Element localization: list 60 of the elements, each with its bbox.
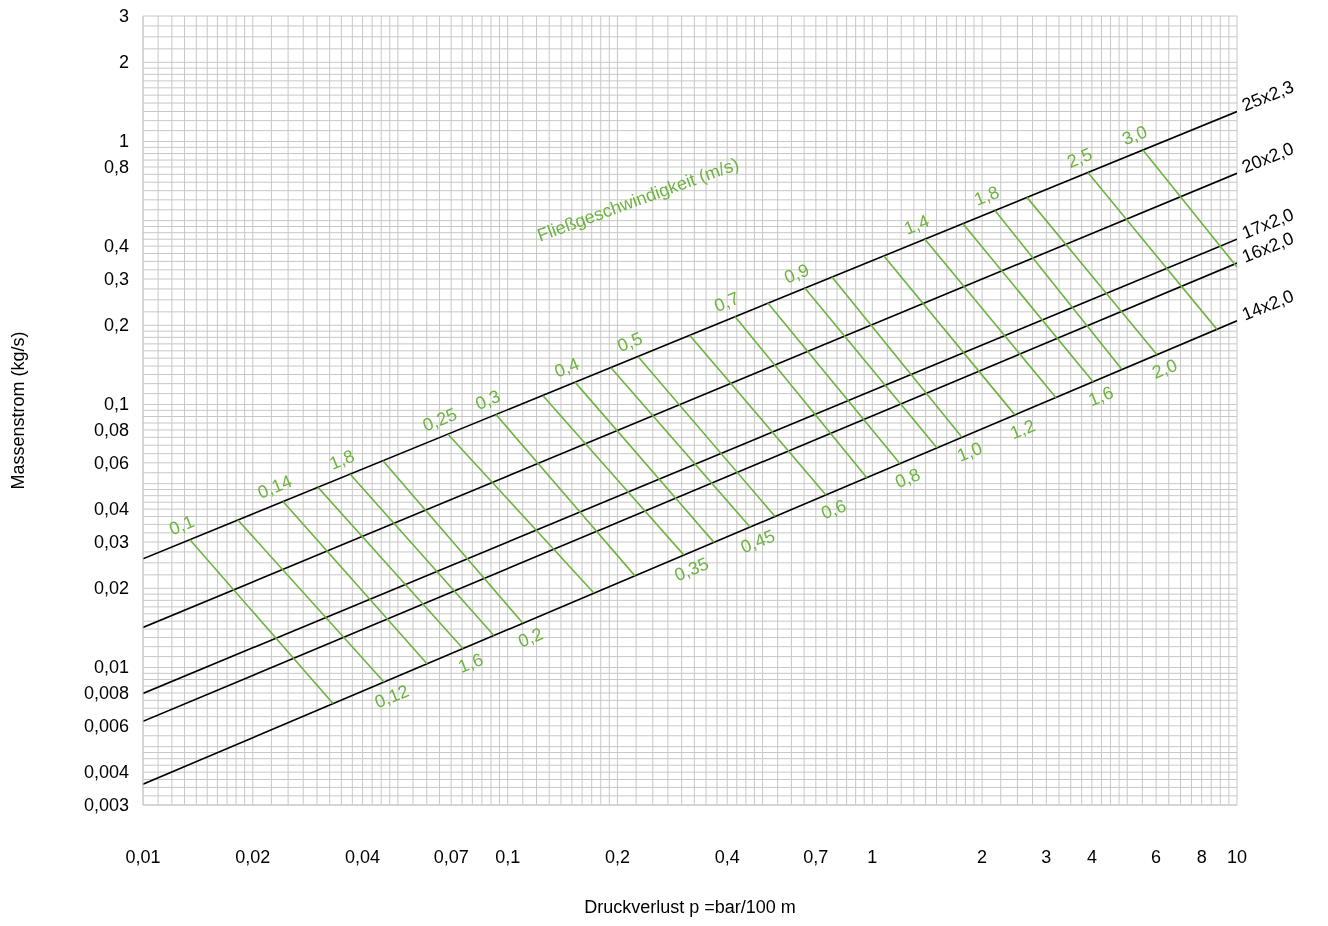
text: 1,8 <box>326 445 358 474</box>
x-tick-label: 4 <box>1086 847 1097 867</box>
text: 25x2,3 <box>1239 76 1297 116</box>
y-tick-label: 2 <box>118 52 129 73</box>
y-tick-label: 0,008 <box>83 682 129 703</box>
x-tick-label: 3 <box>1041 847 1052 867</box>
y-tick-label: 1 <box>118 131 129 152</box>
text: 2,0 <box>1149 354 1180 383</box>
text: 1,6 <box>1085 382 1117 411</box>
text: 0,25 <box>419 403 460 436</box>
y-tick-label: 0,003 <box>83 795 129 815</box>
text: 1,0 <box>954 437 986 466</box>
x-tick-label: 6 <box>1151 847 1162 867</box>
x-tick-label: 8 <box>1196 847 1207 867</box>
y-tick-label: 0,3 <box>103 269 129 289</box>
x-tick-label: 0,04 <box>345 847 381 867</box>
text: 0,35 <box>671 553 712 586</box>
text: 0,1 <box>166 511 198 540</box>
y-tick-label: 0,2 <box>103 315 129 336</box>
y-tick-label: 0,02 <box>93 578 129 599</box>
y-tick-label: 0,006 <box>83 715 129 736</box>
y-tick-label: 0,004 <box>83 762 129 783</box>
x-tick-label: 0,4 <box>714 847 740 867</box>
text: 3,0 <box>1119 121 1150 150</box>
text: 0,8 <box>892 464 923 492</box>
y-axis-title: Massenstrom (kg/s) <box>8 331 29 490</box>
x-tick-label: 2 <box>977 847 988 867</box>
y-tick-label: 3 <box>118 6 129 26</box>
x-tick-label: 1 <box>867 847 878 867</box>
text: 1,8 <box>971 181 1003 210</box>
text: 1,6 <box>455 649 487 677</box>
text: 0,12 <box>371 680 412 713</box>
x-tick-label: 0,07 <box>433 847 469 867</box>
text: 0,14 <box>254 471 295 503</box>
text: 2,5 <box>1064 144 1095 172</box>
y-tick-label: 0,08 <box>93 419 129 440</box>
text: 1,2 <box>1007 415 1038 444</box>
x-tick-label: 0,02 <box>235 847 271 867</box>
x-tick-label: 0,1 <box>495 847 521 867</box>
y-tick-label: 0,01 <box>93 657 129 678</box>
text: 0,3 <box>472 385 504 414</box>
text: 0,5 <box>614 328 646 357</box>
y-tick-label: 0,03 <box>93 532 129 552</box>
y-tick-label: 0,1 <box>103 394 129 415</box>
x-tick-label: 0,7 <box>803 847 829 867</box>
x-tick-label: 10 <box>1226 847 1248 867</box>
text: 0,7 <box>711 288 743 316</box>
text: 0,2 <box>515 623 546 652</box>
y-tick-label: 0,06 <box>93 452 129 473</box>
text: 1,4 <box>901 210 933 239</box>
text: 14x2,0 <box>1239 285 1297 325</box>
y-tick-label: 0,04 <box>93 499 129 520</box>
y-tick-label: 0,4 <box>103 236 129 257</box>
x-axis-title: Druckverlust p =bar/100 m <box>584 897 796 917</box>
text: 0,6 <box>818 495 850 524</box>
x-tick-label: 0,2 <box>604 847 630 867</box>
y-tick-label: 0,8 <box>103 156 129 177</box>
text: 0,9 <box>781 259 812 288</box>
text: 0,4 <box>551 353 583 382</box>
text: 0,45 <box>737 525 778 558</box>
